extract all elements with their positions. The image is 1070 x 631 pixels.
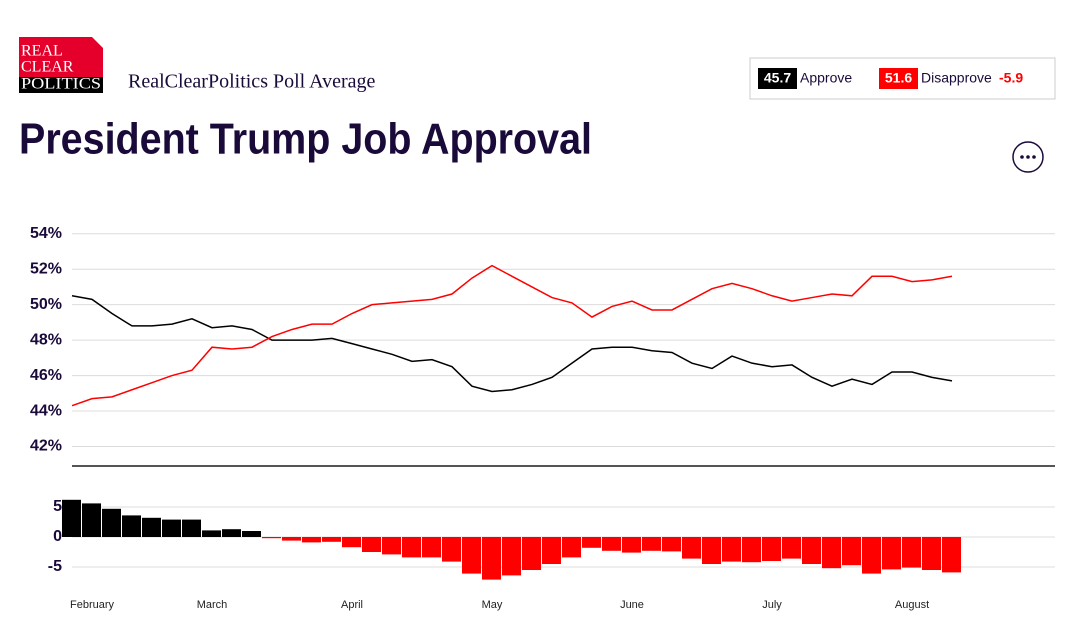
bar [942, 537, 961, 573]
bar [862, 537, 881, 574]
bar [722, 537, 741, 562]
x-tick-label: February [70, 599, 115, 611]
bar [102, 508, 121, 537]
bar [882, 537, 901, 570]
bar [662, 537, 681, 552]
bar [562, 537, 581, 558]
y-tick-label: 5 [53, 498, 62, 515]
bar [602, 537, 621, 551]
y-tick-label: 46% [30, 367, 62, 384]
bar [162, 519, 181, 537]
legend-value: 51.6 [885, 70, 912, 86]
y-tick-label: 44% [30, 402, 62, 419]
logo-line: REAL [21, 43, 63, 60]
bar [202, 530, 221, 537]
y-tick-label: 42% [30, 438, 62, 455]
legend-spread: -5.9 [999, 70, 1023, 86]
bar [762, 537, 781, 561]
bar [302, 537, 321, 543]
y-tick-label: 50% [30, 296, 62, 313]
x-tick-label: April [341, 599, 363, 611]
bar [182, 519, 201, 537]
bar [922, 537, 941, 570]
legend-swatch [879, 68, 918, 89]
bar [122, 515, 141, 537]
bar [62, 499, 81, 537]
bar [382, 537, 401, 555]
bar [142, 517, 161, 537]
bar [502, 537, 521, 576]
bar [262, 537, 281, 539]
x-tick-label: June [620, 599, 644, 611]
chart-title: President Trump Job Approval [19, 115, 592, 164]
logo-strip [19, 77, 103, 93]
x-tick-label: March [197, 599, 228, 611]
bar [802, 537, 821, 564]
bar [782, 537, 801, 559]
bar [482, 537, 501, 580]
legend-label: Disapprove [921, 70, 992, 86]
menu-dot [1020, 155, 1024, 159]
menu-button[interactable] [1012, 141, 1044, 173]
subtitle: RealClearPolitics Poll Average [128, 71, 375, 93]
bar [362, 537, 381, 552]
logo: REAL CLEAR POLITICS [19, 37, 103, 93]
x-tick-label: May [482, 599, 503, 611]
bar [82, 503, 101, 537]
bar [462, 537, 481, 574]
bar [902, 537, 921, 568]
series-line [71, 295, 953, 393]
bar [742, 537, 761, 563]
bar [402, 537, 421, 558]
menu-dot [1026, 155, 1030, 159]
bar [842, 537, 861, 566]
y-tick-label: 48% [30, 331, 62, 348]
bar [642, 537, 661, 551]
bar [242, 531, 261, 537]
series-line [71, 264, 953, 407]
x-tick-label: July [762, 599, 782, 611]
x-tick-label: August [895, 599, 929, 611]
bar [322, 537, 341, 542]
logo-line: POLITICS [21, 76, 101, 93]
y-tick-label: 0 [53, 528, 62, 545]
bar [422, 537, 441, 558]
legend-label: Approve [800, 70, 852, 86]
bar [682, 537, 701, 559]
bar [222, 529, 241, 537]
bar [542, 537, 561, 564]
y-tick-label: 54% [30, 225, 62, 242]
bar [522, 537, 541, 570]
y-tick-label: -5 [48, 558, 62, 575]
bar [282, 537, 301, 541]
menu-dot [1032, 155, 1036, 159]
bar [582, 537, 601, 548]
legend-value: 45.7 [764, 70, 791, 86]
y-tick-label: 52% [30, 260, 62, 277]
bar [702, 537, 721, 564]
bar [822, 537, 841, 569]
bar [622, 537, 641, 553]
legend-swatch [758, 68, 797, 89]
bar [342, 537, 361, 548]
bar [442, 537, 461, 562]
logo-line: CLEAR [21, 59, 74, 76]
